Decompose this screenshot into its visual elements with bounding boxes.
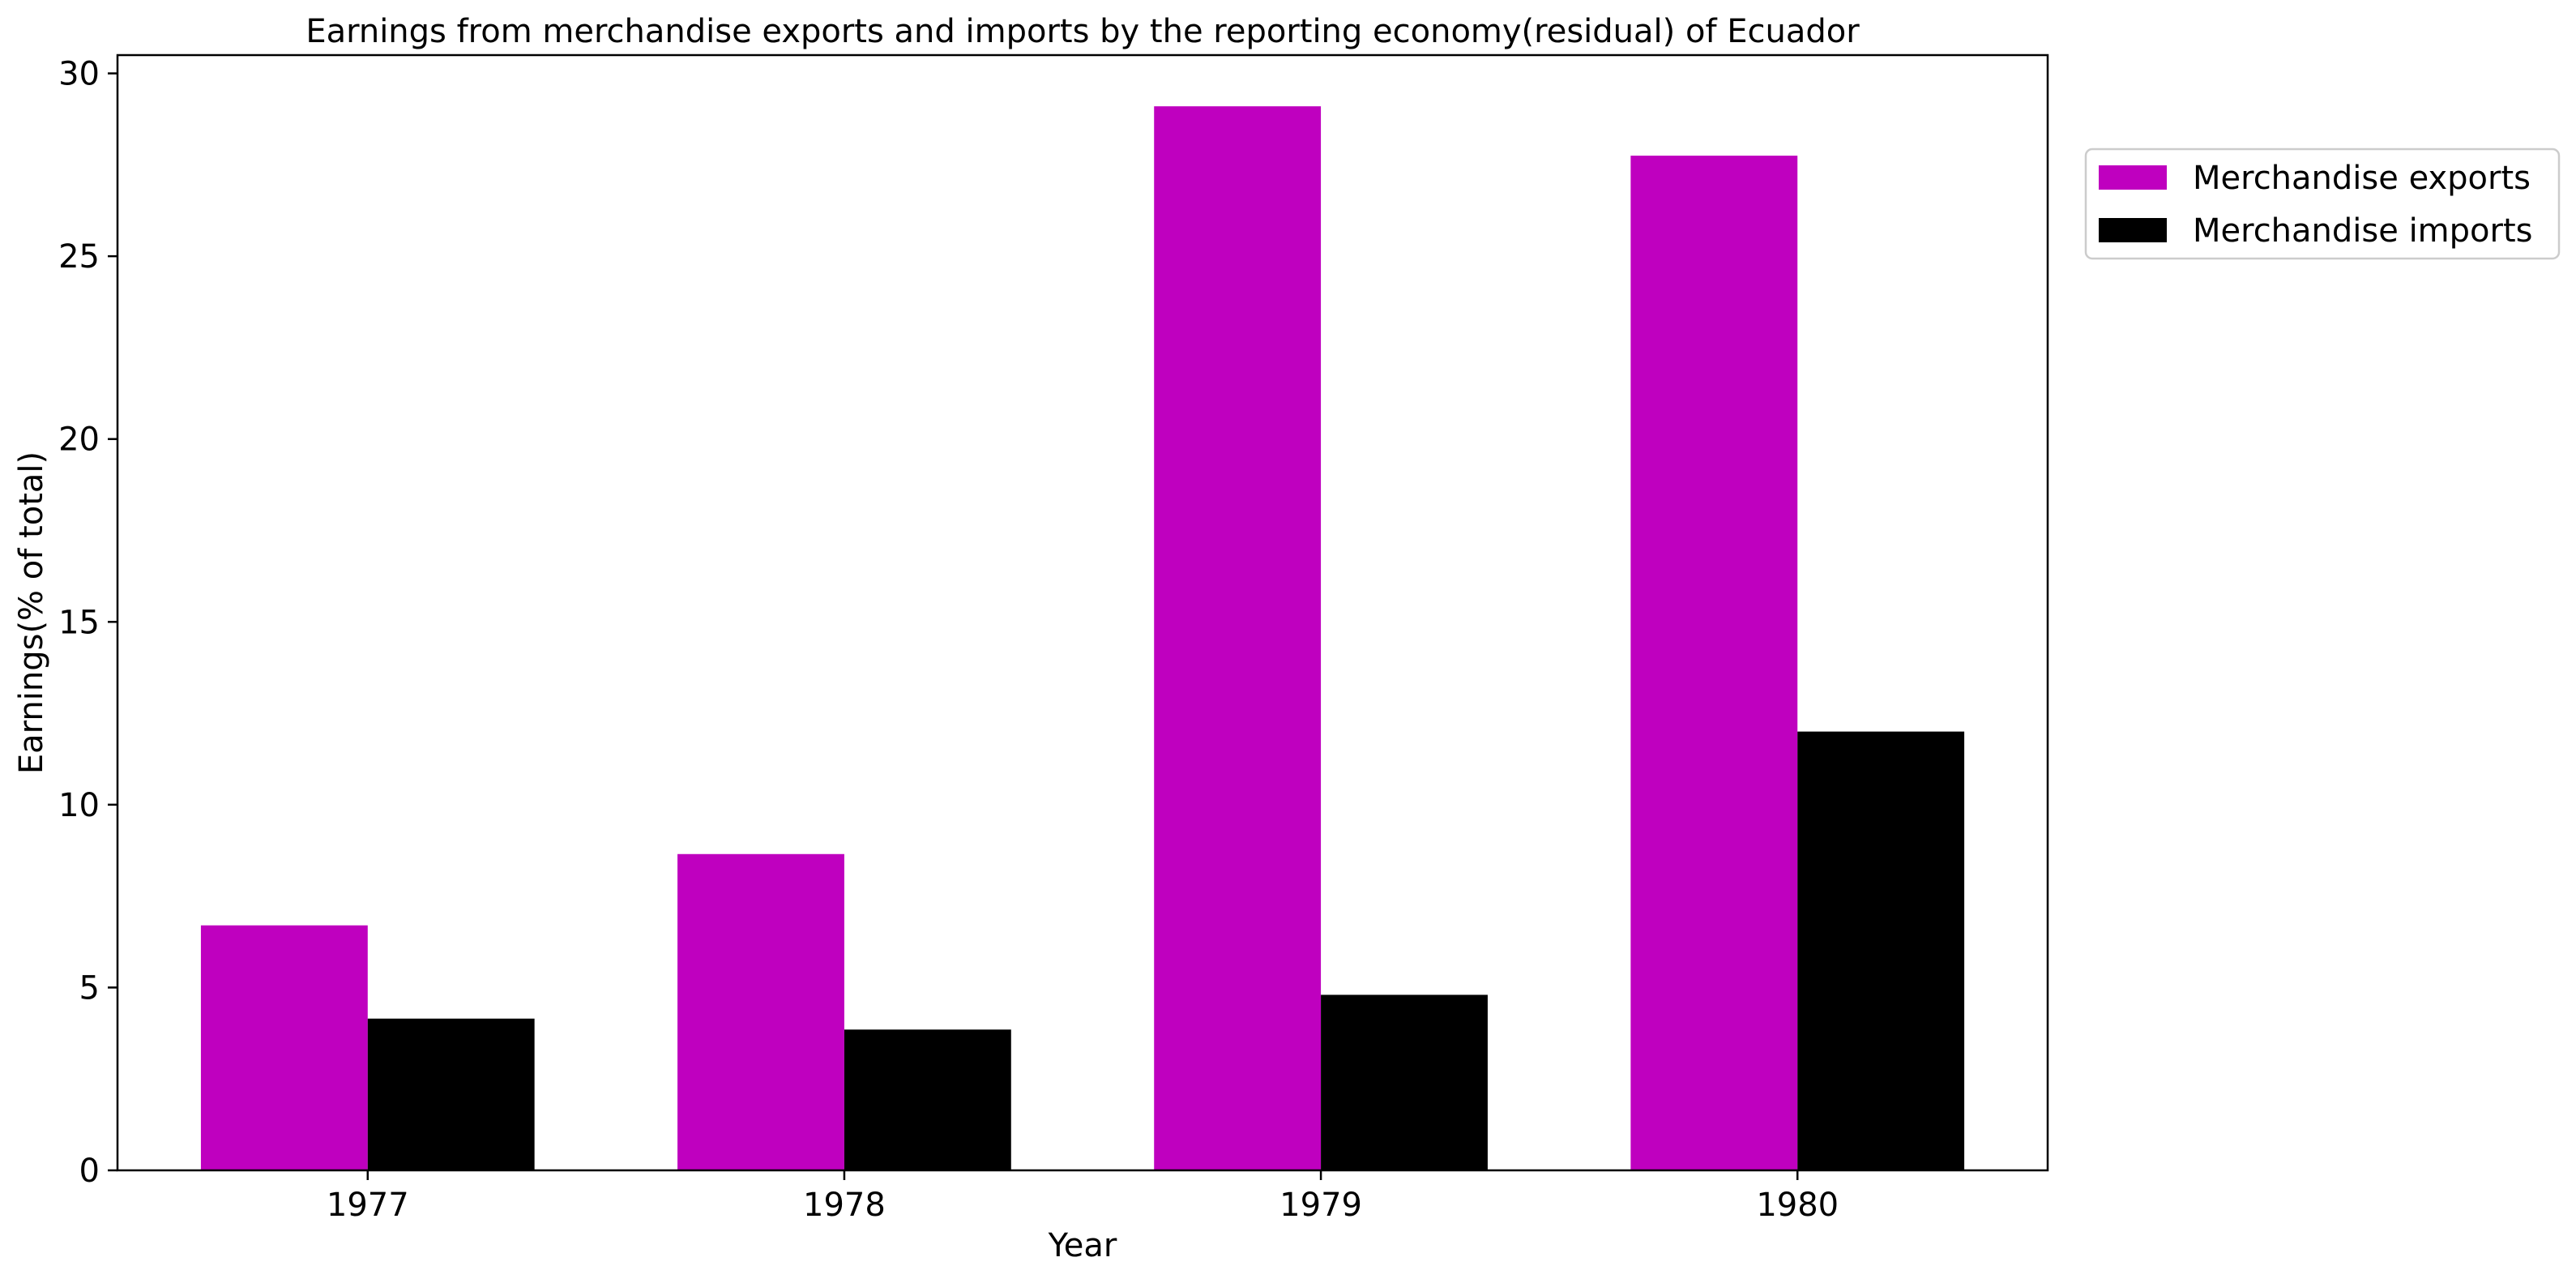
legend-swatch-exports <box>2099 165 2167 190</box>
x-tick-label-1979: 1979 <box>1279 1187 1362 1224</box>
y-tick-label: 20 <box>58 421 100 459</box>
legend-label-exports: Merchandise exports <box>2193 160 2531 197</box>
legend: Merchandise exports Merchandise imports <box>2084 148 2561 260</box>
bar-exports-1980 <box>1630 156 1798 1171</box>
x-axis: 1977 1978 1979 1980 <box>327 1170 1839 1224</box>
y-tick-label: 10 <box>58 787 100 824</box>
bar-exports-1978 <box>677 853 844 1170</box>
bar-exports-1979 <box>1154 106 1322 1171</box>
legend-frame <box>2084 148 2561 260</box>
x-tick-label-1978: 1978 <box>803 1187 886 1224</box>
bar-imports-1978 <box>844 1029 1011 1170</box>
x-axis-label: Year <box>1048 1227 1117 1264</box>
y-axis-label: Earnings(% of total) <box>13 451 50 774</box>
bars-layer <box>200 106 1965 1171</box>
legend-label-imports: Merchandise imports <box>2193 212 2532 250</box>
y-tick-label: 0 <box>79 1153 100 1190</box>
bar-exports-1977 <box>200 925 368 1170</box>
y-tick-label: 30 <box>58 56 100 93</box>
y-axis: 0 5 10 15 20 25 30 <box>58 56 117 1190</box>
y-tick-label: 5 <box>79 969 100 1007</box>
plot-area-frame <box>116 53 2049 1172</box>
bar-imports-1980 <box>1797 731 1965 1170</box>
chart-title: Earnings from merchandise exports and im… <box>305 13 1860 50</box>
y-tick-label: 15 <box>58 604 100 641</box>
bar-imports-1979 <box>1321 994 1488 1170</box>
legend-items: Merchandise exports Merchandise imports <box>2099 160 2532 250</box>
bar-imports-1977 <box>367 1018 535 1170</box>
legend-swatch-imports <box>2099 218 2167 242</box>
y-tick-label: 25 <box>58 238 100 276</box>
x-tick-label-1977: 1977 <box>327 1187 409 1224</box>
x-tick-label-1980: 1980 <box>1756 1187 1839 1224</box>
